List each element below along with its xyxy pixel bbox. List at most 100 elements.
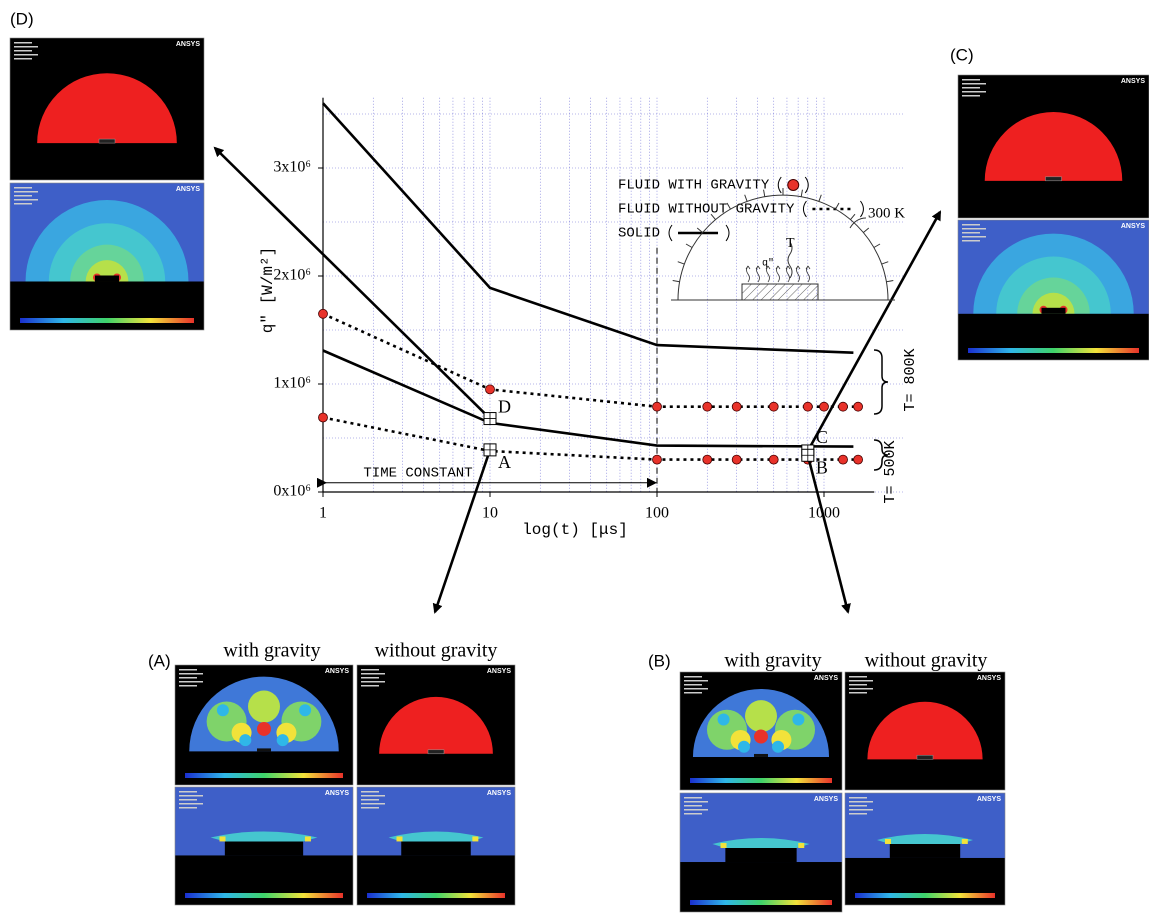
panel-header [14, 187, 32, 189]
y-tick-label: 1x10⁶ [273, 375, 311, 392]
panel-heater [427, 749, 445, 755]
panel-header [14, 50, 32, 52]
panel-header [962, 224, 980, 226]
data-point [652, 454, 662, 465]
legend-paren [668, 224, 673, 242]
panel-header [14, 46, 38, 48]
panel-header [684, 692, 702, 694]
data-point [768, 401, 779, 412]
data-point [819, 401, 829, 412]
panel-heater [916, 755, 934, 760]
panel-header [361, 685, 379, 687]
panel-header [179, 807, 197, 809]
panel-blob [737, 740, 750, 753]
panel-header [849, 692, 867, 694]
data-point [802, 401, 813, 412]
panel-header [179, 799, 197, 801]
panel-header [684, 801, 708, 803]
inset-tick [672, 280, 680, 283]
panel-hot [961, 838, 968, 844]
panel-hot [304, 836, 311, 842]
panel-header [179, 681, 203, 683]
panel-header [684, 805, 702, 807]
inset-heat [785, 265, 791, 283]
y-tick-label: 2x10⁶ [273, 267, 311, 284]
inset-heat [745, 265, 751, 283]
color-bar [968, 348, 1139, 353]
panel-hot [885, 838, 891, 844]
panel-heater [95, 275, 119, 282]
plot: 0x10⁶1x10⁶2x10⁶3x10⁶1101001000log(t) [μs… [213, 97, 942, 614]
panel-header [14, 54, 38, 56]
panel-block [889, 839, 961, 858]
data-point [853, 454, 863, 465]
panel-header [849, 688, 873, 690]
panel-header [179, 677, 197, 679]
data-point [838, 401, 848, 412]
panel-frame [356, 786, 516, 906]
panel-label: (B) [648, 651, 671, 670]
color-bar [855, 893, 995, 898]
panel-frame [356, 664, 516, 786]
y-axis-label: q" [W/m²] [259, 247, 277, 333]
legend-swatch [787, 179, 800, 191]
inset-tick [696, 227, 703, 233]
series-line [322, 312, 854, 461]
panel-frame [9, 182, 205, 331]
panel-block [401, 837, 471, 856]
panel-header [361, 673, 385, 675]
color-bar [185, 893, 343, 898]
panel-header [179, 673, 203, 675]
panel-header [361, 807, 379, 809]
inset-wave [787, 241, 793, 279]
panel-header [179, 791, 197, 793]
panel-header [684, 680, 708, 682]
panel-header [361, 795, 385, 797]
panel-header [962, 87, 980, 89]
panel-blob [276, 734, 289, 747]
color-bar [690, 778, 832, 783]
ansys-logo: ANSYS [176, 41, 200, 48]
inset-pointer [849, 217, 867, 229]
panel-label: (C) [950, 45, 974, 64]
y-tick-label: 0x10⁶ [273, 483, 311, 500]
marker-label: D [498, 397, 511, 417]
panel-hot [720, 843, 727, 849]
ansys-logo: ANSYS [814, 675, 838, 682]
panel-header [179, 803, 203, 805]
data-point [731, 401, 742, 412]
inset-tick [800, 189, 803, 197]
inset-heat [795, 265, 801, 283]
inset-tick [863, 227, 870, 233]
inset-tick [763, 189, 766, 197]
panel-block [224, 837, 304, 856]
inset-heat [805, 265, 811, 283]
marker-label: C [816, 427, 828, 447]
panel-band [712, 838, 810, 849]
panel-heater [257, 748, 271, 752]
panel-band [388, 831, 484, 842]
inset-tick [886, 280, 894, 283]
panel-frame [957, 219, 1149, 361]
legend-paren [725, 224, 730, 242]
color-bar [20, 318, 194, 323]
panel-blob [745, 700, 777, 733]
panel-block [725, 844, 797, 863]
data-point [652, 401, 662, 412]
panel-frame [679, 792, 843, 913]
data-point [731, 454, 742, 465]
inset-tick [850, 213, 856, 220]
inset-tick [835, 202, 840, 210]
inset-heat [755, 265, 761, 283]
inset-tick [726, 202, 731, 210]
panel-blob [792, 713, 805, 726]
arrow [213, 146, 491, 420]
temperature-label: T= 800K [902, 348, 919, 411]
panel-dome [984, 112, 1123, 181]
legend-paren [860, 200, 864, 218]
color-bar [690, 900, 832, 905]
panel-header [14, 195, 32, 197]
legend-label: FLUID WITH GRAVITY [618, 178, 770, 194]
panel-blob [754, 729, 768, 744]
